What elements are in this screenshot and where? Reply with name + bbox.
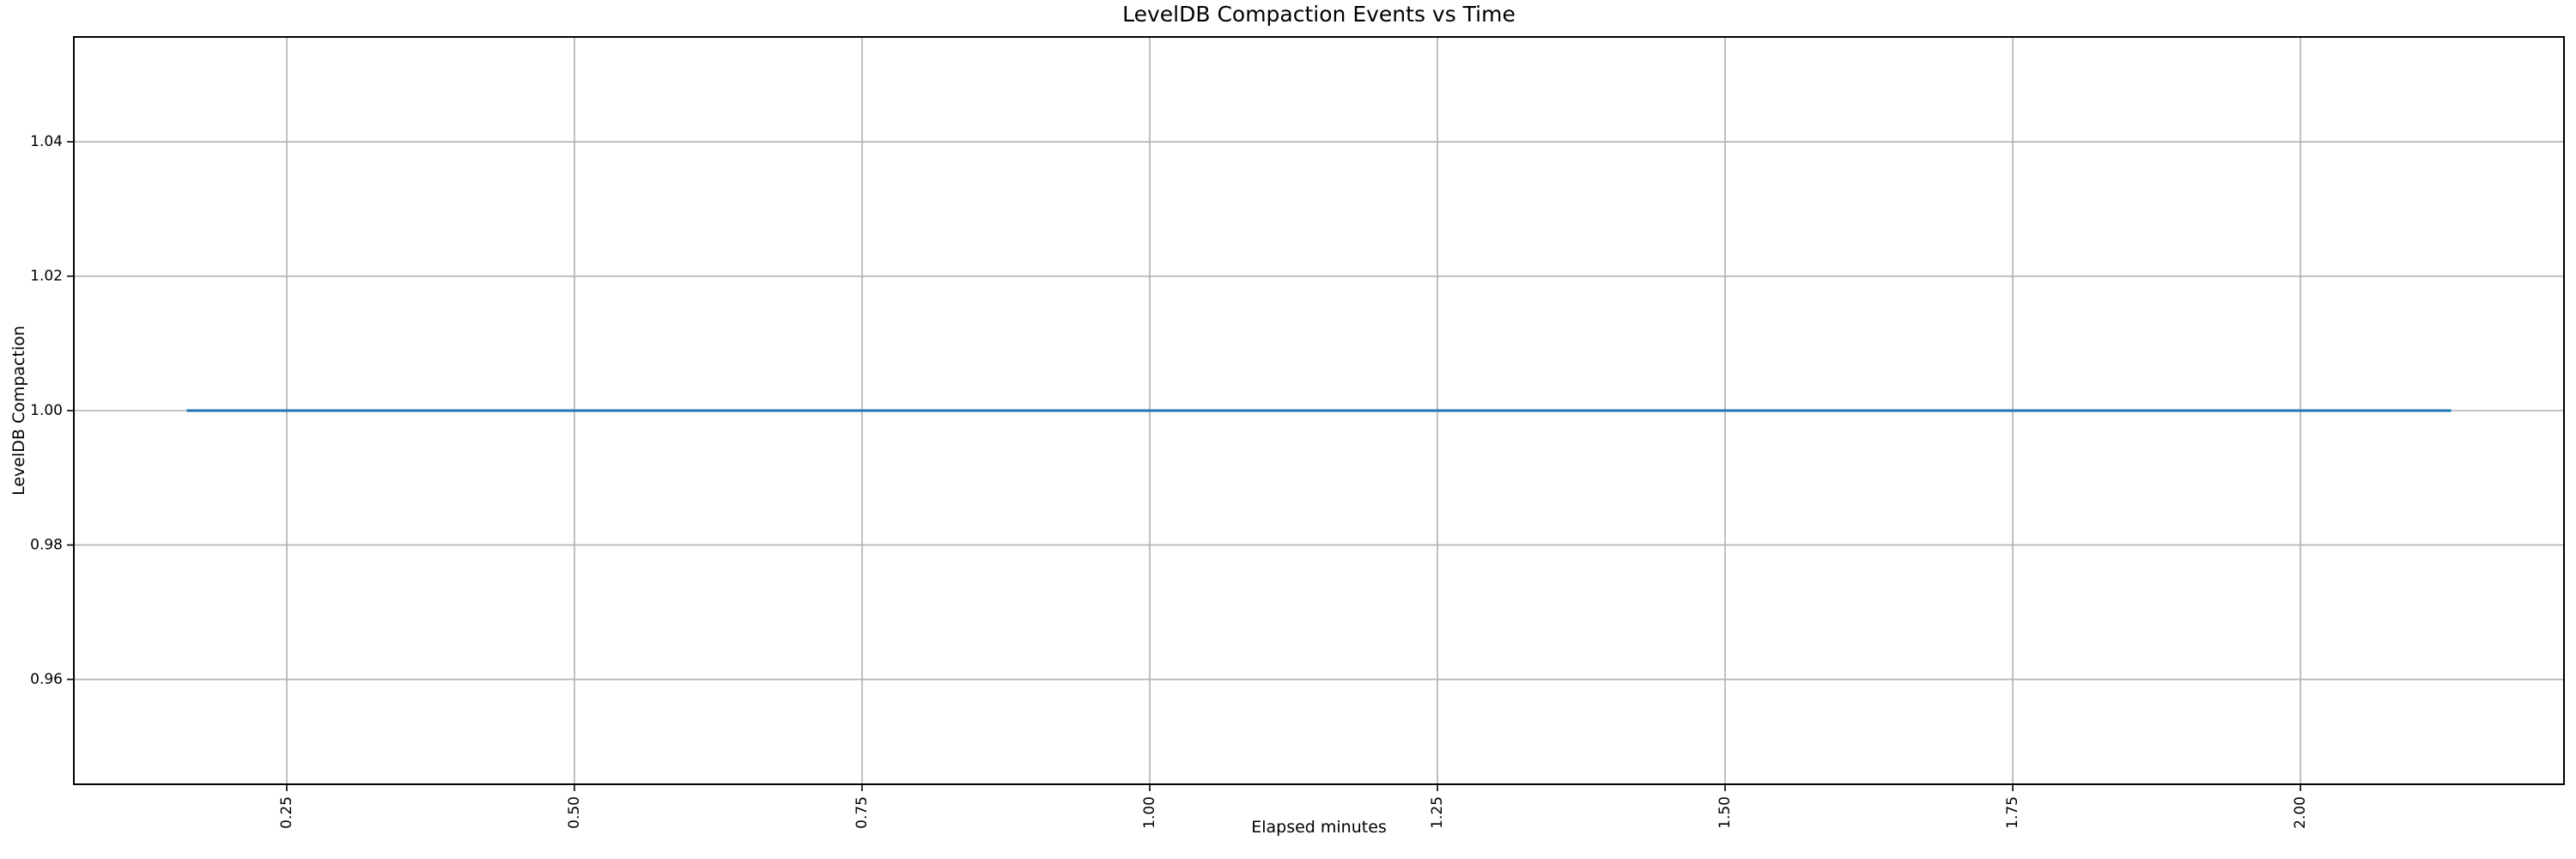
y-tick-label: 0.96 bbox=[30, 671, 63, 688]
y-tick-label: 1.00 bbox=[30, 402, 63, 419]
chart-title: LevelDB Compaction Events vs Time bbox=[1122, 2, 1516, 27]
y-tick-label: 1.02 bbox=[30, 268, 63, 285]
y-axis-label: LevelDB Compaction bbox=[9, 326, 28, 496]
x-tick-label: 1.75 bbox=[2004, 796, 2021, 829]
x-axis-label: Elapsed minutes bbox=[1251, 818, 1387, 837]
x-tick-label: 0.50 bbox=[566, 796, 583, 829]
y-tick-label: 0.98 bbox=[30, 536, 63, 553]
x-tick-label: 1.25 bbox=[1429, 796, 1446, 829]
x-tick-label: 1.00 bbox=[1141, 796, 1158, 829]
y-tick-label: 1.04 bbox=[30, 133, 63, 150]
x-tick-label: 2.00 bbox=[2292, 796, 2309, 829]
x-tick-label: 1.50 bbox=[1716, 796, 1734, 829]
x-tick-label: 0.75 bbox=[854, 796, 871, 829]
x-tick-label: 0.25 bbox=[278, 796, 295, 829]
